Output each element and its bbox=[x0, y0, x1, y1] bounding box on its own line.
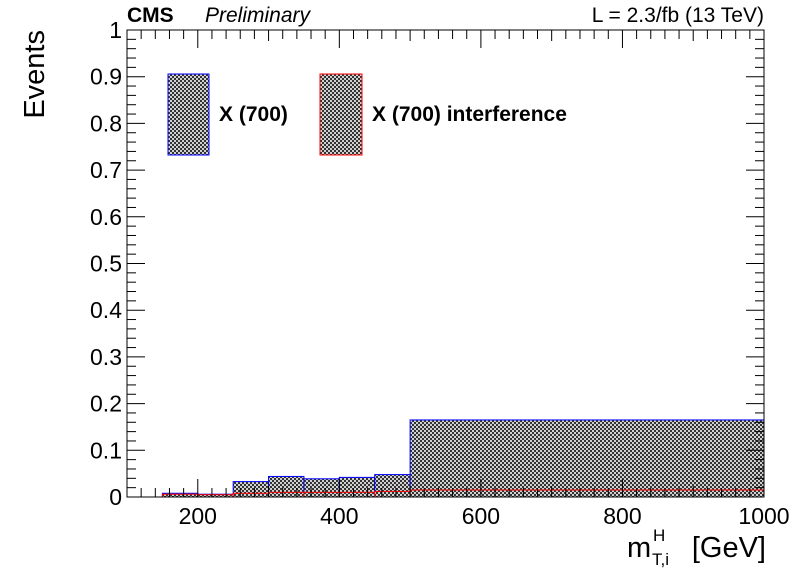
x-tick-label: 200 bbox=[179, 503, 217, 529]
ticks-group bbox=[126, 29, 765, 498]
legend-label-signal: X (700) bbox=[219, 103, 288, 126]
bar-interference bbox=[303, 491, 340, 498]
bars-group bbox=[161, 419, 765, 498]
x-axis-title: m H T,i [GeV] bbox=[627, 526, 766, 569]
legend-swatch-signal bbox=[167, 73, 210, 156]
x-tick-label: 800 bbox=[603, 503, 641, 529]
y-tick-label: 0.2 bbox=[90, 391, 122, 417]
legend-label-interference: X (700) interference bbox=[372, 103, 567, 126]
legend-swatch-interference bbox=[319, 73, 363, 156]
x-tick-label: 1000 bbox=[738, 503, 789, 529]
y-tick-label: 1 bbox=[109, 17, 122, 43]
x-axis-title-sub: T,i bbox=[652, 550, 669, 569]
y-tick-label: 0.7 bbox=[90, 157, 122, 183]
bar-interference bbox=[409, 489, 765, 498]
y-tick-label: 0.9 bbox=[90, 64, 122, 90]
experiment-label: CMS bbox=[127, 4, 174, 27]
y-tick-label: 0 bbox=[109, 484, 122, 510]
tick-labels-group: 200 400 600 800 1000 0 0.1 0.2 0.3 0.4 0.5 0.6 0.7 0.… bbox=[90, 17, 790, 529]
x-axis-title-main: m bbox=[627, 532, 651, 564]
y-tick-label: 0.4 bbox=[90, 297, 122, 323]
bar-interference bbox=[268, 491, 305, 498]
x-tick-label: 400 bbox=[320, 503, 358, 529]
lumi-label: L = 2.3/fb (13 TeV) bbox=[592, 4, 764, 27]
status-label: Preliminary bbox=[205, 4, 312, 27]
bar-interference bbox=[232, 492, 270, 498]
bar-interference bbox=[338, 491, 376, 498]
x-axis-title-sup: H bbox=[653, 526, 665, 545]
y-tick-label: 0.3 bbox=[90, 344, 122, 370]
y-tick-label: 0.1 bbox=[90, 437, 122, 463]
bar-interference bbox=[374, 490, 411, 498]
legend: X (700) X (700) interference bbox=[167, 73, 567, 156]
x-tick-label: 600 bbox=[462, 503, 500, 529]
y-tick-label: 0.8 bbox=[90, 110, 122, 136]
y-tick-label: 0.6 bbox=[90, 204, 122, 230]
y-axis-title: Events bbox=[19, 30, 51, 119]
bar-signal bbox=[409, 419, 765, 498]
y-tick-label: 0.5 bbox=[90, 251, 122, 277]
x-axis-title-unit: [GeV] bbox=[692, 532, 766, 564]
